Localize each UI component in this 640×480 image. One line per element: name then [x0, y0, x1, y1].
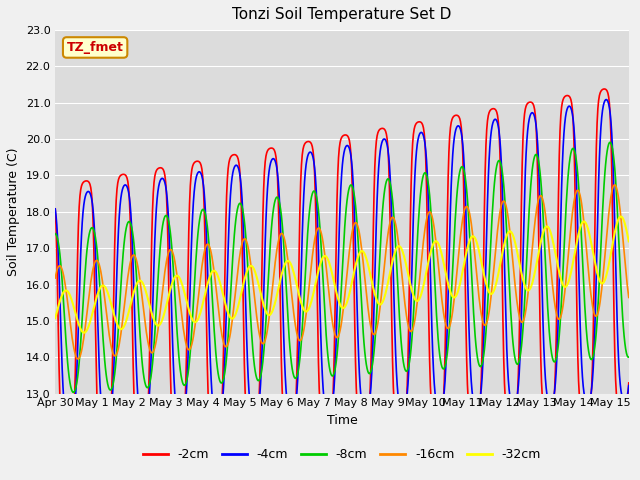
Title: Tonzi Soil Temperature Set D: Tonzi Soil Temperature Set D	[232, 7, 452, 22]
Text: TZ_fmet: TZ_fmet	[67, 41, 124, 54]
Y-axis label: Soil Temperature (C): Soil Temperature (C)	[7, 147, 20, 276]
Legend: -2cm, -4cm, -8cm, -16cm, -32cm: -2cm, -4cm, -8cm, -16cm, -32cm	[138, 444, 546, 467]
X-axis label: Time: Time	[326, 414, 357, 427]
